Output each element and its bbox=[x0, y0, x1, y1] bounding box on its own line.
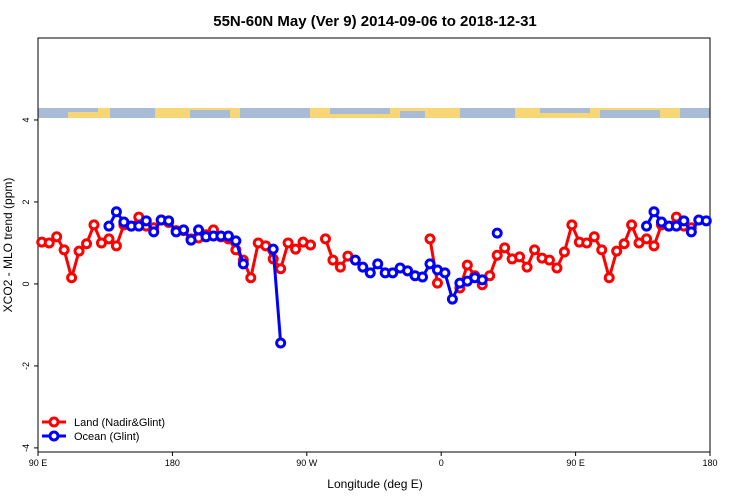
point bbox=[51, 231, 63, 243]
point bbox=[133, 220, 145, 232]
point bbox=[58, 244, 70, 256]
point bbox=[618, 238, 630, 250]
point bbox=[148, 226, 160, 238]
y-tick-label: -4 bbox=[21, 444, 31, 452]
point bbox=[327, 254, 339, 266]
point bbox=[103, 233, 115, 245]
point bbox=[529, 244, 541, 256]
point bbox=[267, 243, 279, 255]
point bbox=[357, 261, 369, 273]
point bbox=[678, 215, 690, 227]
y-tick-label: 0 bbox=[21, 281, 31, 286]
x-axis-label: Longitude (deg E) bbox=[327, 477, 422, 491]
point bbox=[88, 219, 100, 231]
point bbox=[110, 206, 122, 218]
x-tick-label: 180 bbox=[165, 458, 180, 468]
point bbox=[349, 254, 361, 266]
point bbox=[43, 237, 55, 249]
point bbox=[491, 249, 503, 261]
point bbox=[514, 251, 526, 263]
point bbox=[641, 233, 653, 245]
point bbox=[700, 215, 712, 227]
point bbox=[476, 274, 488, 286]
point bbox=[290, 243, 302, 255]
point bbox=[641, 220, 653, 232]
point bbox=[581, 237, 593, 249]
point bbox=[193, 224, 205, 236]
point bbox=[402, 265, 414, 277]
series-line bbox=[271, 248, 283, 344]
point bbox=[648, 206, 660, 218]
point bbox=[185, 234, 197, 246]
x-tick-label: 90 W bbox=[296, 458, 318, 468]
x-tick-label: 0 bbox=[439, 458, 444, 468]
point bbox=[275, 337, 287, 349]
point bbox=[372, 258, 384, 270]
point bbox=[648, 240, 660, 252]
point bbox=[81, 238, 93, 250]
legend-marker bbox=[48, 430, 60, 442]
point bbox=[521, 261, 533, 273]
point bbox=[596, 244, 608, 256]
point bbox=[222, 230, 234, 242]
point bbox=[551, 262, 563, 274]
y-tick-label: 4 bbox=[21, 117, 31, 122]
x-tick-label: 180 bbox=[702, 458, 717, 468]
point bbox=[543, 254, 555, 266]
point bbox=[245, 272, 257, 284]
point bbox=[103, 220, 115, 232]
point bbox=[66, 272, 78, 284]
plot-frame bbox=[37, 37, 711, 453]
point bbox=[461, 259, 473, 271]
point bbox=[588, 231, 600, 243]
point bbox=[319, 233, 331, 245]
legend-label: Land (Nadir&Glint) bbox=[74, 417, 165, 429]
y-tick-label: 2 bbox=[21, 199, 31, 204]
point bbox=[73, 245, 85, 257]
point bbox=[558, 246, 570, 258]
point bbox=[626, 219, 638, 231]
point bbox=[446, 293, 458, 305]
point bbox=[282, 237, 294, 249]
point bbox=[439, 267, 451, 279]
point bbox=[670, 220, 682, 232]
point bbox=[424, 233, 436, 245]
point bbox=[499, 242, 511, 254]
point bbox=[566, 219, 578, 231]
point bbox=[491, 227, 503, 239]
y-tick-label: -2 bbox=[21, 362, 31, 370]
point bbox=[178, 224, 190, 236]
point bbox=[364, 267, 376, 279]
point bbox=[110, 240, 122, 252]
point bbox=[237, 258, 249, 270]
legend-label: Ocean (Glint) bbox=[74, 431, 139, 443]
point bbox=[603, 272, 615, 284]
point bbox=[611, 245, 623, 257]
chart-title: 55N-60N May (Ver 9) 2014-09-06 to 2018-1… bbox=[213, 13, 537, 30]
point bbox=[424, 258, 436, 270]
point bbox=[140, 215, 152, 227]
legend-marker bbox=[48, 416, 60, 428]
point bbox=[431, 277, 443, 289]
x-tick-label: 90 E bbox=[566, 458, 585, 468]
map-strip bbox=[38, 108, 710, 118]
x-tick-label: 90 E bbox=[29, 458, 48, 468]
point bbox=[305, 239, 317, 251]
point bbox=[334, 261, 346, 273]
point bbox=[275, 263, 287, 275]
y-axis-label: XCO2 - MLO trend (ppm) bbox=[1, 178, 15, 313]
point bbox=[387, 267, 399, 279]
point bbox=[685, 226, 697, 238]
point bbox=[417, 271, 429, 283]
point bbox=[163, 215, 175, 227]
point bbox=[230, 235, 242, 247]
